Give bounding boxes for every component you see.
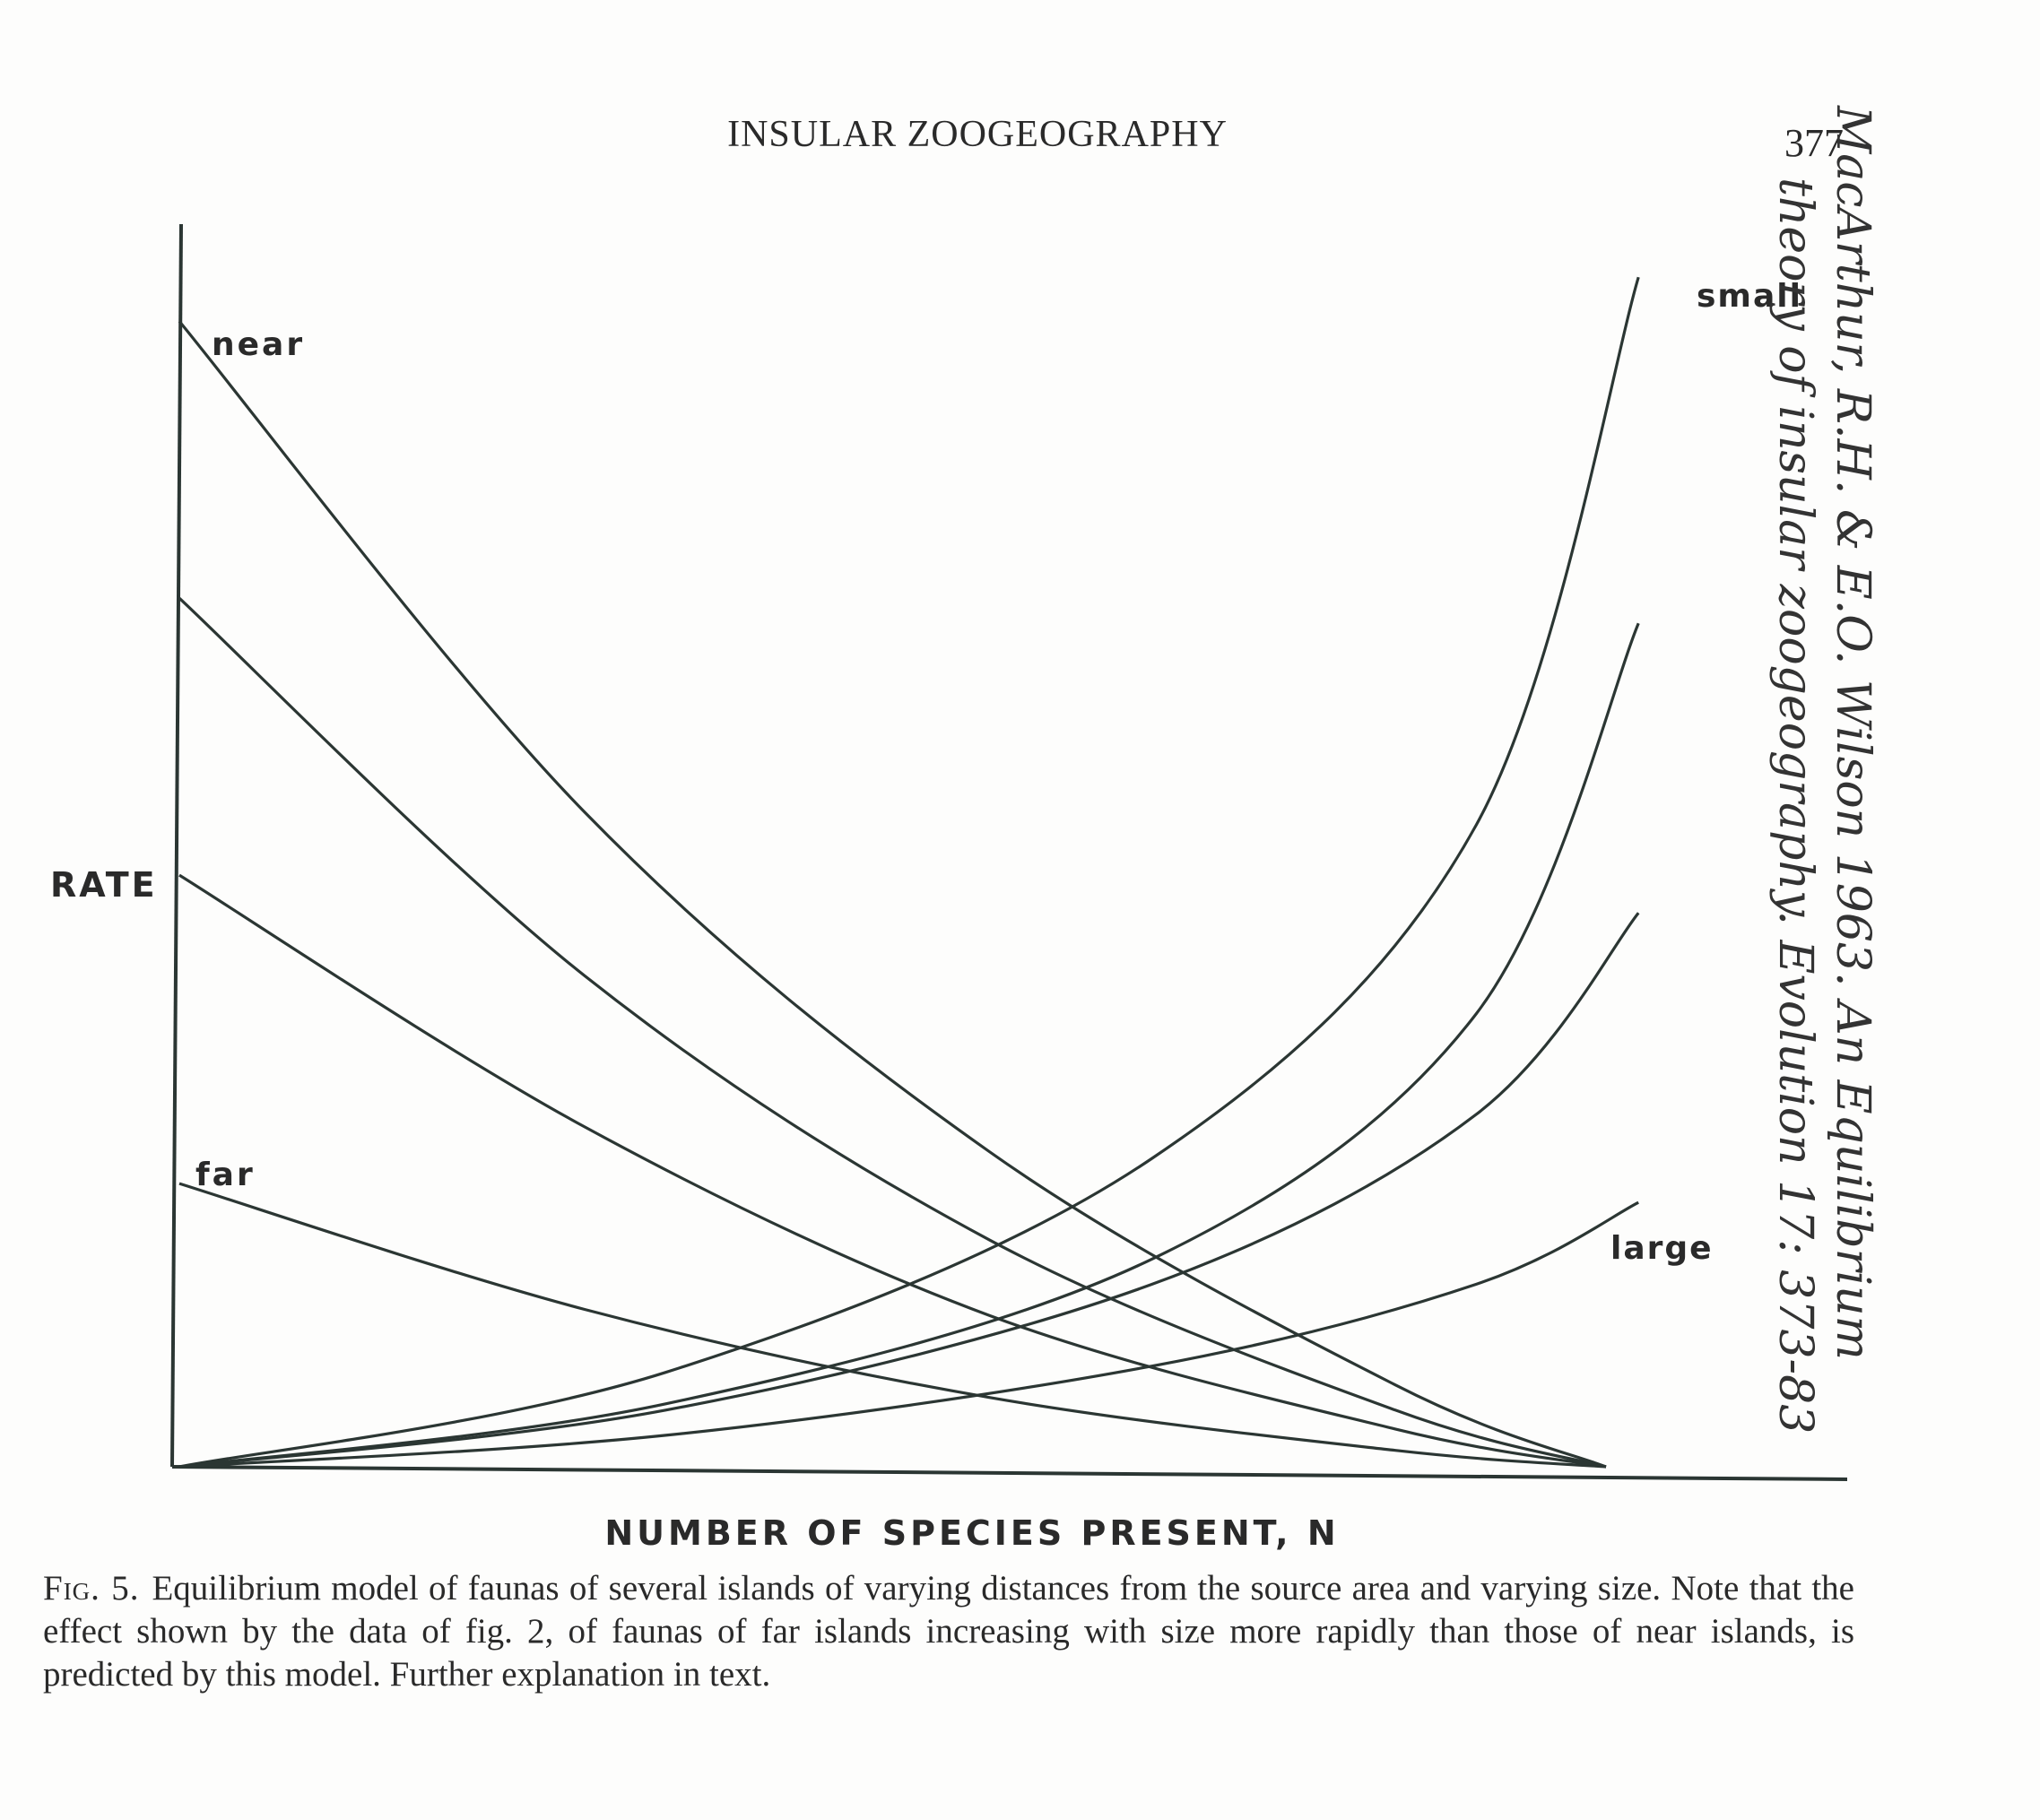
immigration-curve-2 [178,597,1607,1469]
extinction-curve-4 [178,1200,1639,1469]
x-axis [171,1465,1848,1481]
y-axis-label: RATE [50,865,158,905]
figure-caption: Fig. 5. Equilibrium model of faunas of se… [43,1567,1854,1696]
extinction-curve-3 [178,912,1640,1469]
extinction-curve-2 [178,622,1640,1469]
handwritten-line-1: MacArthur, R.H. & E.O. Wilson 1963. An E… [1826,106,1879,1360]
immigration-curve-1 [178,320,1607,1469]
extinction-curve-1 [178,276,1640,1469]
page-number: 377 [1784,121,1844,165]
handwritten-citation: MacArthur, R.H. & E.O. Wilson 1963. An E… [1767,106,1881,1434]
curve-label-large: large [1610,1230,1714,1267]
curve-label-far: far [195,1157,256,1193]
curve-label-near: near [212,326,305,363]
caption-label: Fig. 5. [43,1569,140,1608]
caption-text: Equilibrium model of faunas of several i… [43,1569,1854,1694]
curve-group [178,276,1640,1469]
x-axis-label: NUMBER OF SPECIES PRESENT, N [604,1513,1339,1553]
y-axis [170,223,183,1468]
curve-label-small: small [1697,278,1802,315]
handwritten-line-2: theory of insular zoogeography. Evolutio… [1768,178,1822,1434]
immigration-curve-3 [178,873,1607,1469]
immigration-curve-4 [178,1182,1607,1469]
running-head: INSULAR ZOOGEOGRAPHY [727,114,1228,155]
